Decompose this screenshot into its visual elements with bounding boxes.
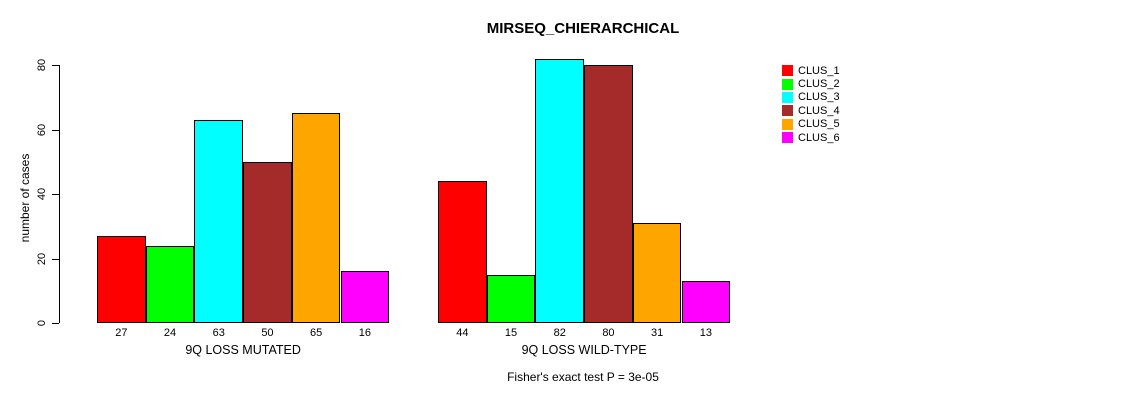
bar-value-label: 80 xyxy=(602,327,615,339)
footer-annotation: Fisher's exact test P = 3e-05 xyxy=(507,370,659,384)
bar-clus_6 xyxy=(340,271,390,323)
legend-item-clus_5: CLUS_5 xyxy=(782,118,840,131)
y-tick-label: 20 xyxy=(36,252,48,265)
legend-item-clus_4: CLUS_4 xyxy=(782,104,840,117)
bar-clus_1 xyxy=(438,181,487,323)
legend-label: CLUS_1 xyxy=(798,64,840,77)
y-tick-label: 40 xyxy=(36,187,48,201)
legend-label: CLUS_2 xyxy=(798,78,840,91)
y-tick-label: 80 xyxy=(36,58,48,72)
y-tick-mark xyxy=(52,65,59,66)
legend-item-clus_3: CLUS_3 xyxy=(782,91,840,104)
bar-clus_1 xyxy=(97,236,146,323)
y-tick-mark xyxy=(52,258,59,260)
bar-clus_4 xyxy=(584,65,633,323)
bar-clus_2 xyxy=(486,275,536,323)
bar-value-label: 27 xyxy=(115,327,128,339)
x-group-label: 9Q LOSS MUTATED xyxy=(185,343,301,357)
bar-value-label: 13 xyxy=(699,327,712,339)
legend-color-swatch xyxy=(782,105,793,117)
chart-title: MIRSEQ_CHIERARCHICAL xyxy=(486,20,680,37)
legend-label: CLUS_5 xyxy=(798,118,840,131)
legend: CLUS_1 CLUS_2 CLUS_3 CLUS_4 CLUS_5 CLUS_6 xyxy=(782,64,840,144)
legend-label: CLUS_3 xyxy=(798,91,840,104)
legend-color-swatch xyxy=(782,78,793,90)
bar-value-label: 65 xyxy=(310,327,323,339)
bar-value-label: 24 xyxy=(163,327,177,339)
bar-clus_6 xyxy=(681,281,731,323)
legend-color-swatch xyxy=(782,91,793,103)
legend-item-clus_1: CLUS_1 xyxy=(782,64,840,77)
bar-clus_4 xyxy=(243,162,292,323)
bar-value-label: 31 xyxy=(651,327,664,339)
legend-color-swatch xyxy=(782,132,793,144)
legend-label: CLUS_4 xyxy=(798,104,840,117)
bar-value-label: 15 xyxy=(504,327,518,339)
bar-value-label: 50 xyxy=(261,327,274,339)
bar-value-label: 82 xyxy=(553,327,566,339)
legend-item-clus_6: CLUS_6 xyxy=(782,131,840,144)
legend-color-swatch xyxy=(782,118,793,130)
x-group-label: 9Q LOSS WILD-TYPE xyxy=(521,343,647,357)
bar-clus_3 xyxy=(535,59,585,323)
y-axis-line xyxy=(59,65,60,323)
bar-clus_3 xyxy=(194,120,244,323)
y-tick-mark xyxy=(52,194,59,195)
bar-value-label: 44 xyxy=(456,327,469,339)
legend-color-swatch xyxy=(782,65,793,77)
y-tick-label: 60 xyxy=(36,123,48,136)
legend-item-clus_2: CLUS_2 xyxy=(782,77,840,90)
bar-value-label: 63 xyxy=(212,327,225,339)
y-axis-title: number of cases xyxy=(18,153,32,243)
y-tick-mark xyxy=(52,129,59,131)
bar-clus_5 xyxy=(291,113,341,323)
legend-label: CLUS_6 xyxy=(798,131,840,144)
bar-clus_2 xyxy=(145,246,195,323)
bar-clus_5 xyxy=(632,223,682,323)
bar-value-label: 16 xyxy=(358,327,371,339)
y-tick-label: 0 xyxy=(36,319,48,327)
y-tick-mark xyxy=(52,323,59,324)
